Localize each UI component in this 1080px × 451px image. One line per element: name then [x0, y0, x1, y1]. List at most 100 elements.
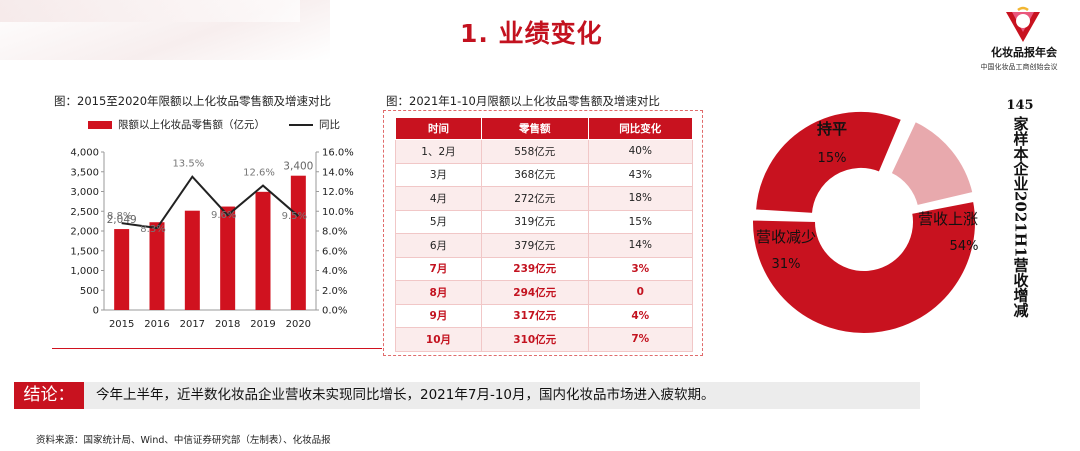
table-row: 6月 379亿元 14%	[395, 233, 694, 258]
line-value-label: 8.3%	[140, 224, 165, 235]
table-cell-time: 1、2月	[395, 139, 482, 164]
bar-value-label: 3,400	[283, 161, 313, 173]
table-cell-time: 3月	[395, 162, 482, 187]
table-row: 8月 294亿元 0	[395, 280, 694, 305]
y2-tick-label: 8.0%	[322, 227, 347, 238]
x-tick-label: 2019	[250, 319, 275, 330]
legend-bar-swatch	[88, 120, 112, 129]
table-row: 4月 272亿元 18%	[395, 186, 694, 211]
table-cell-time: 5月	[395, 209, 482, 234]
donut-value-label: 15%	[818, 151, 847, 166]
table-row: 7月 239亿元 3%	[395, 256, 694, 281]
y2-tick-label: 4.0%	[322, 266, 347, 277]
donut-value-label: 31%	[772, 257, 801, 272]
bar-value-label: 2,049	[107, 214, 137, 226]
table-cell-time: 8月	[395, 280, 482, 305]
monthly-sales-table-frame: 时间 零售额 同比变化 1、2月 558亿元 40% 3月 368亿元 43% 4月 272亿…	[383, 110, 703, 356]
donut-slice-label: 持平	[817, 120, 847, 138]
bar	[114, 229, 130, 310]
bar	[149, 222, 165, 310]
legend-line-label: 同比	[319, 119, 340, 131]
chart1-caption: 图：2015至2020年限额以上化妆品零售额及增速对比	[54, 94, 332, 108]
donut-slice	[889, 119, 975, 208]
table-row: 10月 310亿元 7%	[395, 327, 694, 352]
table-cell-yoy: 3%	[587, 256, 694, 281]
conclusion-tag: 结论：	[14, 382, 84, 409]
y2-tick-label: 0.0%	[322, 306, 347, 317]
table-cell-sales: 379亿元	[480, 233, 589, 258]
table-header-sales: 零售额	[480, 117, 589, 140]
yoy-line	[121, 175, 299, 230]
table-cell-sales: 310亿元	[480, 327, 589, 352]
line-value-label: 9.5%	[282, 211, 307, 222]
legend-bar-label: 限额以上化妆品零售额（亿元）	[118, 119, 265, 131]
table-cell-sales: 319亿元	[480, 209, 589, 234]
donut-value-label: 54%	[950, 239, 979, 254]
table-row: 1、2月 558亿元 40%	[395, 139, 694, 164]
x-tick-label: 2017	[180, 319, 205, 330]
bar	[255, 191, 271, 310]
chart1-legend: 限额以上化妆品零售额（亿元） 同比	[88, 117, 340, 132]
donut-slice-label: 营收上涨	[918, 210, 978, 228]
y2-tick-label: 6.0%	[322, 246, 347, 257]
table-cell-yoy: 0	[587, 280, 694, 305]
table-cell-sales: 294亿元	[480, 280, 589, 305]
table-cell-yoy: 7%	[587, 327, 694, 352]
table-cell-time: 10月	[395, 327, 482, 352]
table-cell-yoy: 14%	[587, 233, 694, 258]
monthly-sales-table: 时间 零售额 同比变化 1、2月 558亿元 40% 3月 368亿元 43% 4月 272亿…	[395, 117, 694, 352]
table-cell-sales: 558亿元	[480, 139, 589, 164]
table-cell-sales: 317亿元	[480, 303, 589, 328]
side-title-number: 145	[1006, 98, 1034, 113]
table-cell-yoy: 15%	[587, 209, 694, 234]
y2-tick-label: 10.0%	[322, 207, 354, 218]
table-cell-yoy: 40%	[587, 139, 694, 164]
chart2-caption: 图：2021年1-10月限额以上化妆品零售额及增速对比	[386, 94, 660, 108]
table-row: 3月 368亿元 43%	[395, 162, 694, 187]
donut-slice	[753, 109, 904, 215]
y-tick-label: 3,000	[70, 187, 99, 198]
table-cell-time: 4月	[395, 186, 482, 211]
x-tick-label: 2016	[144, 319, 169, 330]
brand-logo-icon	[1006, 6, 1040, 42]
revenue-change-donut-chart: 营收上涨 54% 营收减少 31% 持平 15%	[751, 109, 979, 335]
conclusion-bar	[14, 382, 920, 409]
y2-tick-label: 14.0%	[322, 167, 354, 178]
bar	[220, 206, 236, 310]
line-value-label: 12.6%	[243, 168, 275, 179]
bar	[184, 210, 200, 310]
table-row: 5月 319亿元 15%	[395, 209, 694, 234]
table-cell-yoy: 43%	[587, 162, 694, 187]
y-tick-label: 3,500	[70, 167, 99, 178]
y-tick-label: 2,000	[70, 227, 99, 238]
legend-line-swatch	[289, 123, 313, 126]
source-note: 资料来源：国家统计局、Wind、中信证券研究部（左制表）、化妆品报	[36, 435, 331, 446]
table-cell-sales: 239亿元	[480, 256, 589, 281]
table-cell-time: 7月	[395, 256, 482, 281]
brand-name: 化妆品报年会	[991, 46, 1057, 59]
side-title-text: 家样本企业2021H1营收增减	[1011, 116, 1030, 318]
table-header-yoy: 同比变化	[587, 117, 694, 140]
table-cell-yoy: 4%	[587, 303, 694, 328]
page-title: 1. 业绩变化	[460, 19, 603, 48]
table-cell-sales: 272亿元	[480, 186, 589, 211]
y-tick-label: 1,000	[70, 266, 99, 277]
side-title: 145 家样本企业2021H1营收增减	[1000, 98, 1040, 317]
sales-bar-line-chart: 0 500 1,000 1,500 2,000 2,500 3,000 3,500 4,000 0…	[70, 148, 354, 331]
table-header-row: 时间 零售额 同比变化	[395, 117, 694, 140]
table-cell-yoy: 18%	[587, 186, 694, 211]
line-value-label: 13.5%	[172, 159, 204, 170]
y2-tick-label: 2.0%	[322, 286, 347, 297]
y-tick-label: 4,000	[70, 148, 99, 159]
brand-subtitle: 中国化妆品工商创始会议	[980, 63, 1058, 71]
line-value-label: 8.8%	[107, 211, 132, 222]
y-tick-label: 0	[93, 306, 99, 317]
x-tick-label: 2020	[286, 319, 311, 330]
donut-slice	[751, 199, 977, 335]
table-cell-time: 6月	[395, 233, 482, 258]
bar	[290, 175, 306, 310]
conclusion-text: 今年上半年，近半数化妆品企业营收未实现同比增长，2021年7月-10月，国内化妆…	[96, 387, 715, 403]
y-tick-label: 2,500	[70, 207, 99, 218]
chart-separator	[52, 348, 382, 349]
x-tick-label: 2015	[109, 319, 134, 330]
